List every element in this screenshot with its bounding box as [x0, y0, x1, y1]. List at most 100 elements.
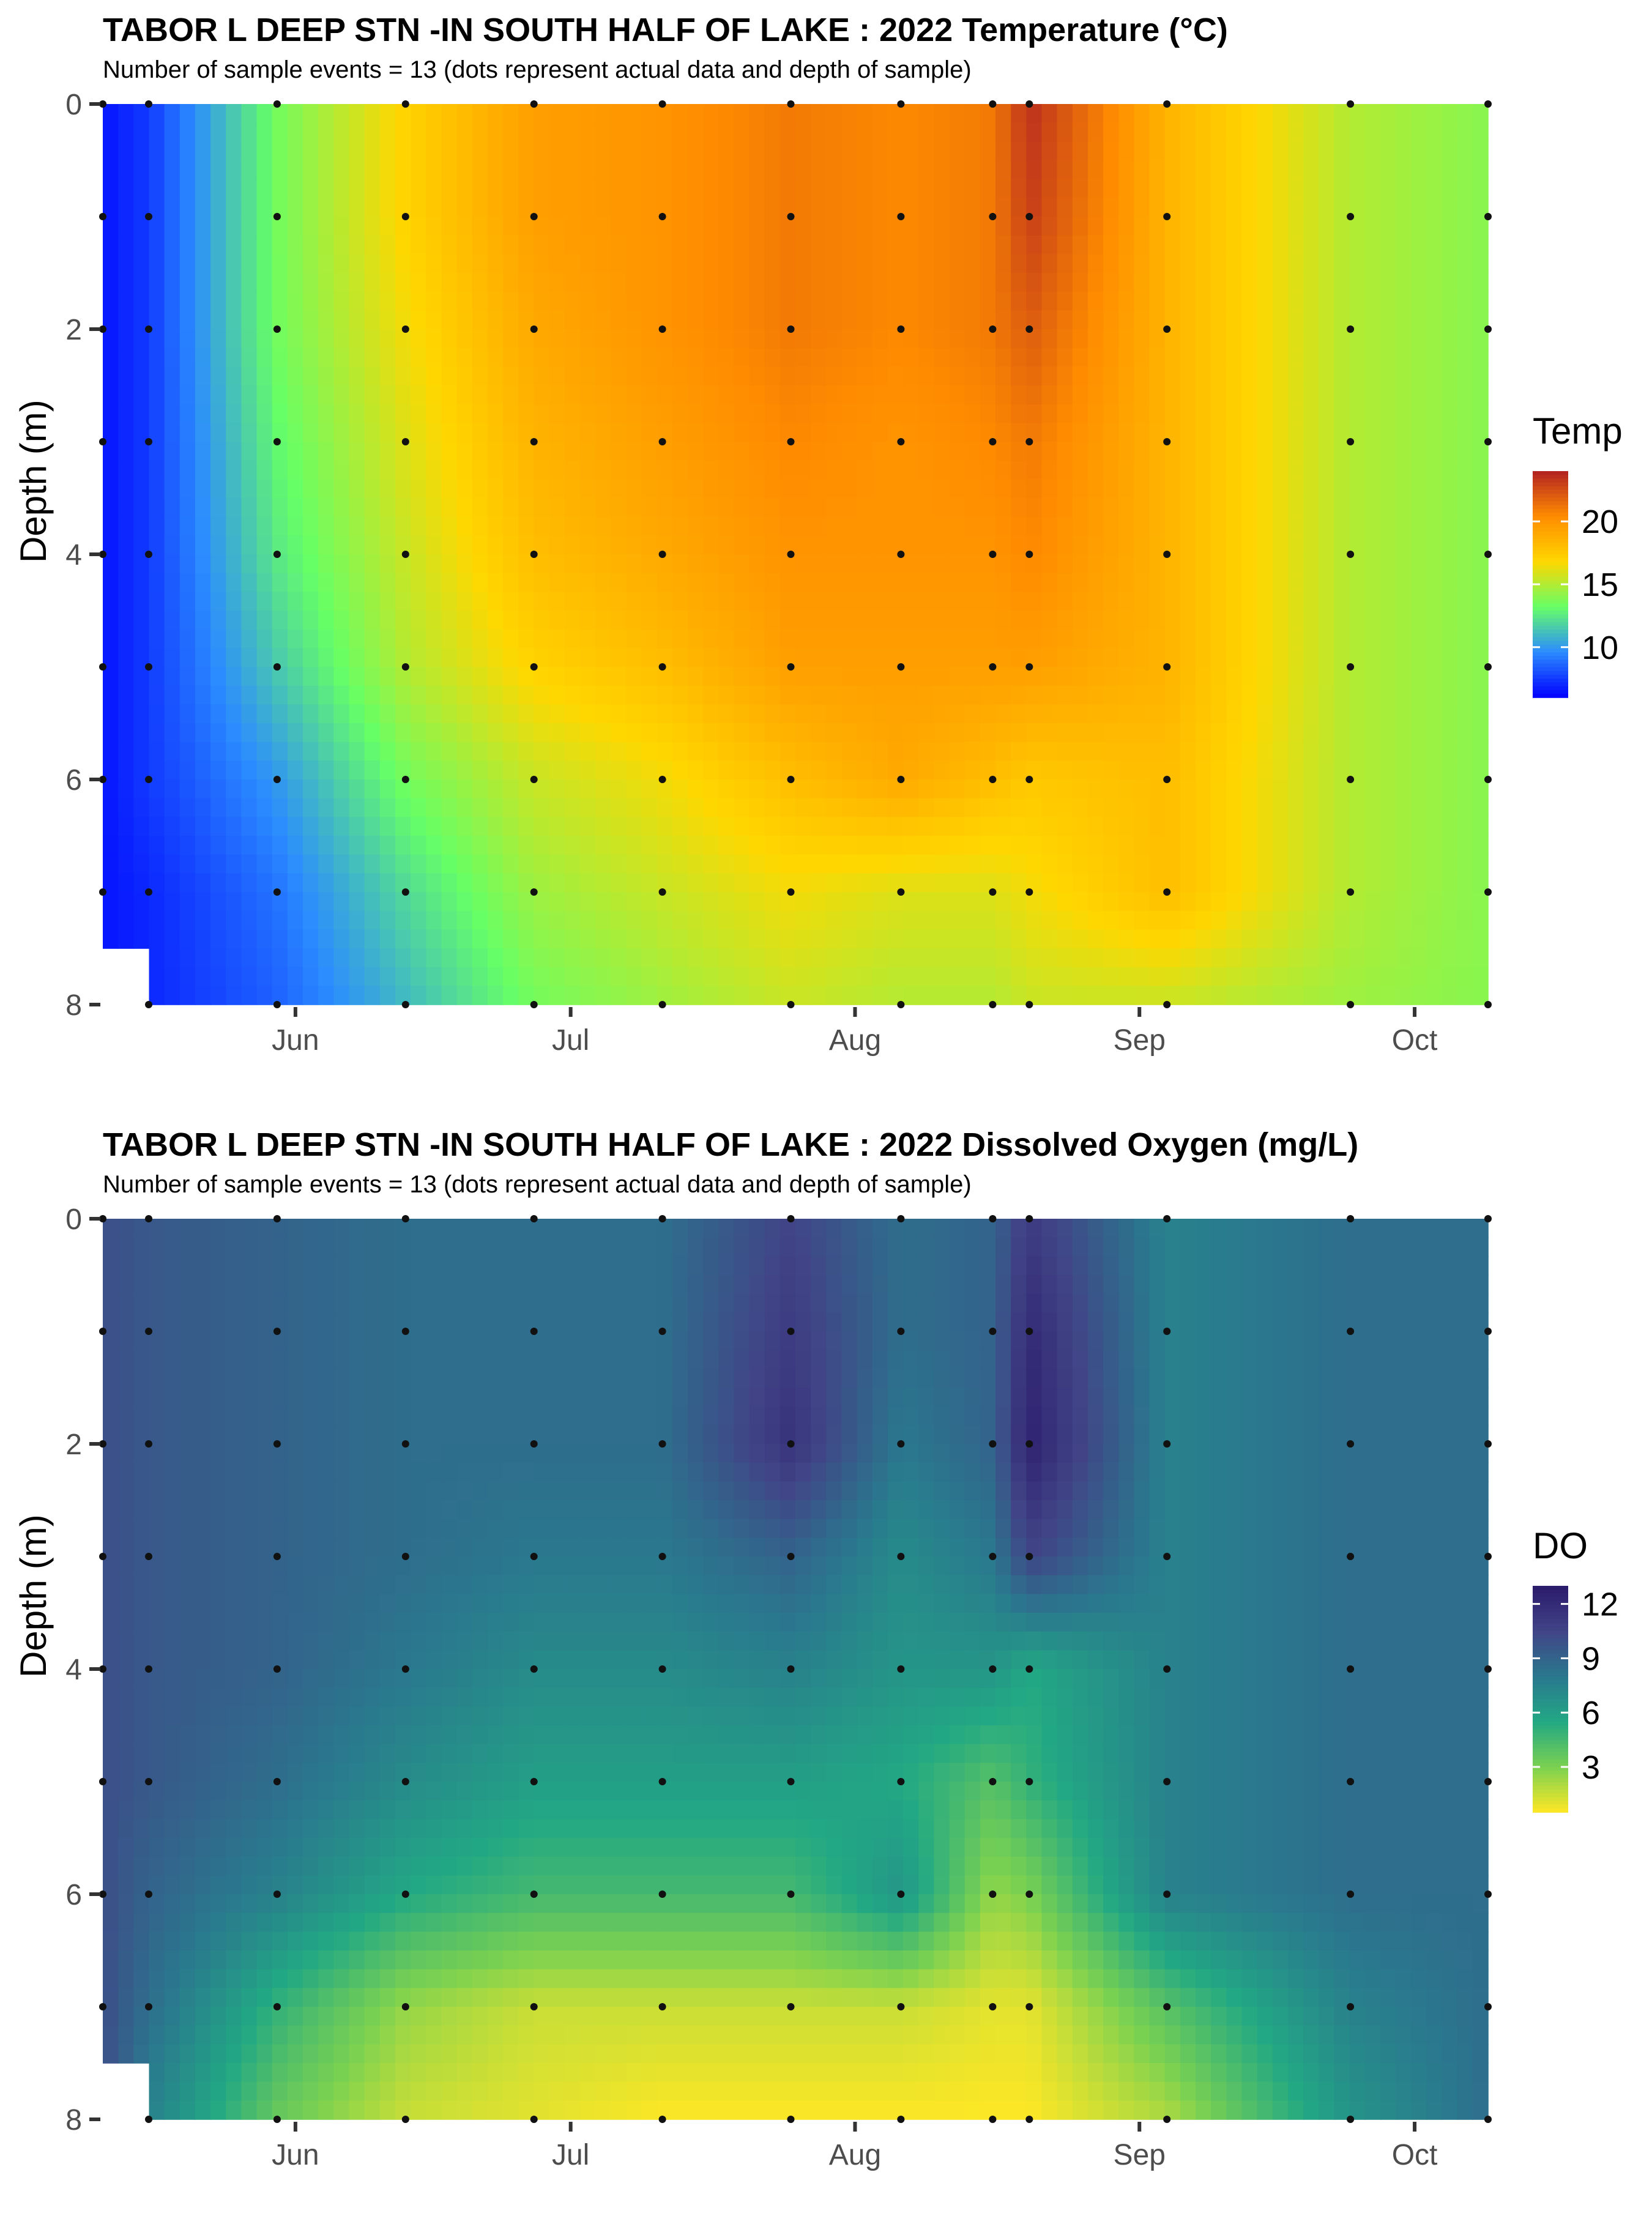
heatmap-cell	[149, 1463, 165, 1482]
heatmap-cell	[241, 1594, 257, 1613]
heatmap-cell	[826, 630, 842, 649]
heatmap-cell	[995, 366, 1011, 386]
heatmap-cell	[165, 1763, 180, 1782]
heatmap-cell	[165, 104, 180, 124]
heatmap-cell	[1226, 873, 1242, 893]
heatmap-cell	[549, 385, 565, 405]
heatmap-cell	[1411, 385, 1427, 405]
heatmap-cell	[1426, 348, 1442, 368]
heatmap-cell	[488, 929, 504, 949]
heatmap-cell	[795, 442, 811, 461]
heatmap-cell	[549, 967, 565, 987]
heatmap-cell	[1242, 479, 1258, 499]
heatmap-cell	[1088, 198, 1104, 217]
heatmap-cell	[1242, 630, 1258, 649]
heatmap-cell	[750, 779, 765, 799]
heatmap-cell	[1319, 667, 1334, 686]
heatmap-cell	[1273, 404, 1289, 424]
heatmap-cell	[1057, 704, 1073, 724]
heatmap-cell	[318, 779, 334, 799]
heatmap-cell	[1226, 104, 1242, 124]
heatmap-cell	[180, 760, 196, 780]
heatmap-cell	[1319, 236, 1334, 255]
heatmap-cell	[1011, 723, 1027, 743]
heatmap-cell	[503, 404, 519, 424]
heatmap-cell	[457, 986, 473, 1005]
heatmap-cell	[103, 704, 119, 724]
heatmap-cell	[995, 817, 1011, 836]
heatmap-cell	[1242, 855, 1258, 874]
heatmap-cell	[811, 667, 827, 686]
heatmap-cell	[1334, 742, 1350, 762]
heatmap-cell	[226, 2063, 242, 2083]
heatmap-cell	[1319, 517, 1334, 537]
heatmap-cell	[918, 517, 934, 537]
heatmap-cell	[441, 667, 457, 686]
heatmap-cell	[241, 554, 257, 574]
heatmap-cell	[165, 1838, 180, 1857]
heatmap-cell	[873, 442, 888, 461]
heatmap-cell	[903, 911, 919, 931]
heatmap-cell	[133, 141, 149, 160]
heatmap-cell	[1257, 554, 1273, 574]
heatmap-cell	[1273, 141, 1289, 160]
heatmap-cell	[518, 461, 534, 480]
heatmap-cell	[103, 1256, 119, 1276]
heatmap-cell	[411, 779, 426, 799]
heatmap-cell	[1118, 217, 1134, 236]
heatmap-cell	[472, 329, 488, 349]
heatmap-cell	[195, 686, 211, 705]
x-tick-label: Aug	[829, 1024, 881, 1057]
heatmap-cell	[1103, 198, 1119, 217]
heatmap-cell	[873, 535, 888, 555]
heatmap-cell	[1288, 573, 1304, 593]
heatmap-cell	[549, 873, 565, 893]
heatmap-cell	[718, 348, 734, 368]
heatmap-cell	[118, 929, 134, 949]
heatmap-cell	[518, 704, 534, 724]
heatmap-cell	[1196, 236, 1211, 255]
heatmap-cell	[980, 967, 996, 987]
heatmap-cell	[380, 366, 396, 386]
heatmap-cell	[1026, 611, 1042, 630]
heatmap-cell	[457, 723, 473, 743]
heatmap-cell	[365, 442, 381, 461]
heatmap-cell	[1334, 423, 1350, 442]
heatmap-cell	[918, 348, 934, 368]
heatmap-cell	[1150, 929, 1166, 949]
heatmap-cell	[1088, 292, 1104, 311]
heatmap-cell	[395, 855, 411, 874]
heatmap-cell	[734, 986, 750, 1005]
heatmap-cell	[672, 967, 688, 987]
heatmap-cell	[457, 479, 473, 499]
heatmap-cell	[534, 573, 549, 593]
heatmap-cell	[1165, 141, 1181, 160]
heatmap-cell	[780, 217, 796, 236]
heatmap-cell	[165, 461, 180, 480]
heatmap-cell	[118, 1256, 134, 1276]
heatmap-cell	[133, 1369, 149, 1388]
heatmap-cell	[688, 817, 704, 836]
heatmap-cell	[734, 892, 750, 912]
heatmap-cell	[780, 123, 796, 143]
heatmap-cell	[750, 817, 765, 836]
heatmap-cell	[873, 104, 888, 124]
heatmap-cell	[765, 498, 781, 518]
heatmap-cell	[549, 141, 565, 160]
heatmap-cell	[857, 611, 873, 630]
heatmap-cell	[133, 273, 149, 292]
heatmap-cell	[1134, 160, 1150, 180]
heatmap-cell	[718, 742, 734, 762]
heatmap-cell	[457, 517, 473, 537]
heatmap-cell	[1073, 986, 1088, 1005]
heatmap-cell	[1211, 704, 1227, 724]
heatmap-cell	[565, 967, 581, 987]
heatmap-cell	[518, 123, 534, 143]
heatmap-cell	[257, 104, 273, 124]
heatmap-cell	[657, 160, 673, 180]
heatmap-cell	[842, 667, 858, 686]
heatmap-cell	[1073, 366, 1088, 386]
heatmap-cell	[441, 198, 457, 217]
heatmap-cell	[1134, 236, 1150, 255]
heatmap-cell	[195, 1838, 211, 1857]
